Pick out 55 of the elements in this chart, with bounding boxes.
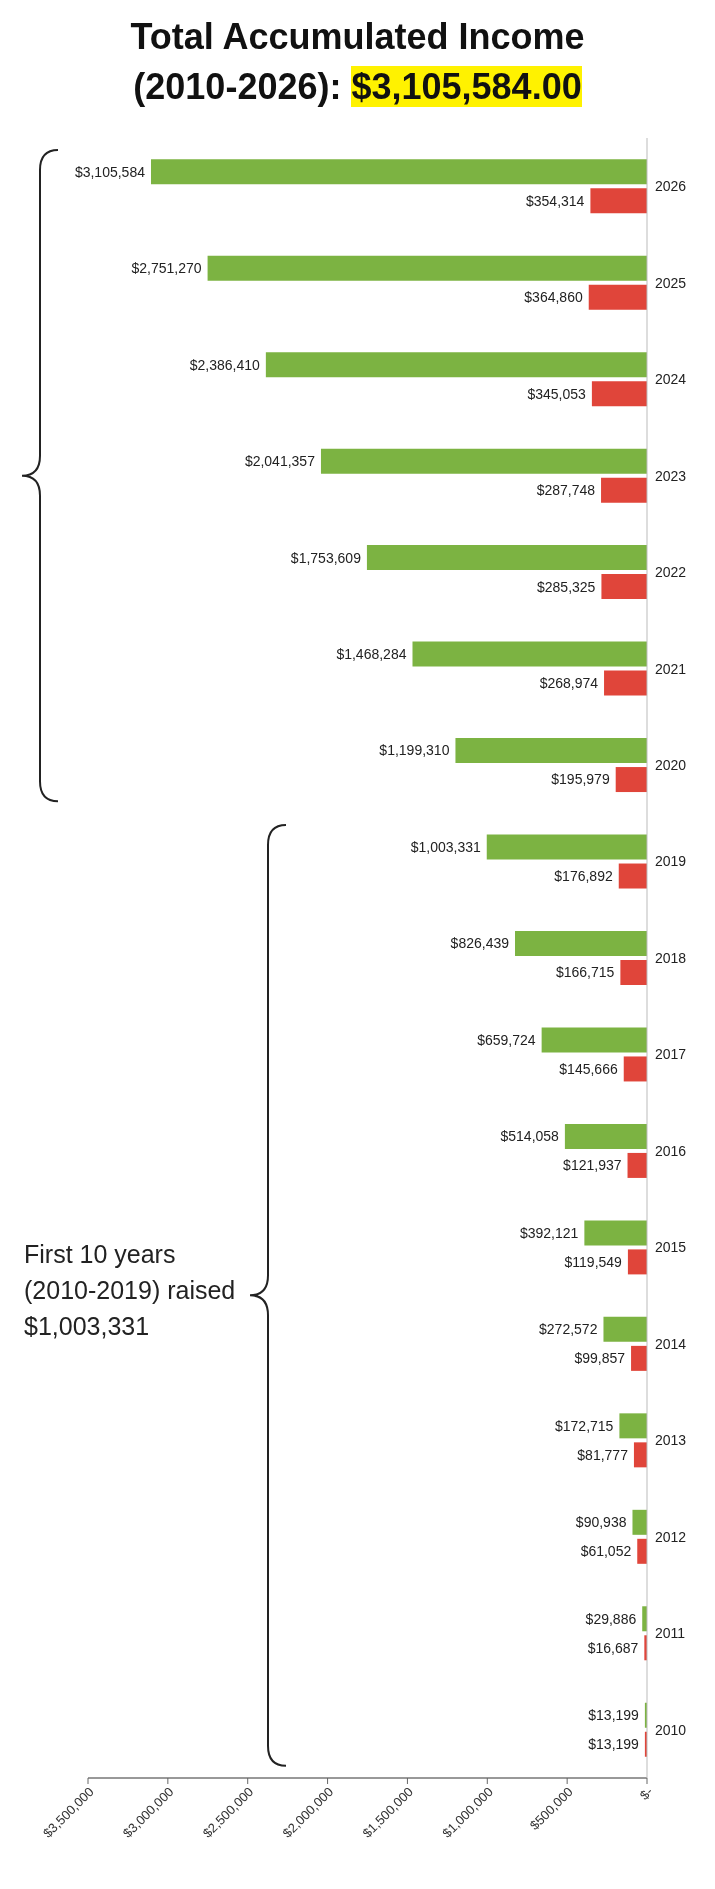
chart-subtitle: (2010-2026): $3,105,584.00 bbox=[133, 66, 582, 107]
y-tick-label: 2014 bbox=[655, 1335, 687, 1352]
data-label: $166,715 bbox=[555, 964, 615, 981]
data-label: $2,386,410 bbox=[189, 356, 261, 373]
y-tick-label: 2021 bbox=[655, 660, 687, 677]
data-label: $345,053 bbox=[527, 385, 587, 402]
y-tick-label: 2023 bbox=[655, 467, 687, 484]
data-label: $364,860 bbox=[524, 289, 583, 306]
y-tick-label: 2010 bbox=[655, 1721, 687, 1738]
data-label: $268,974 bbox=[539, 674, 599, 691]
data-label: $16,687 bbox=[587, 1639, 639, 1656]
y-tick-label: 2020 bbox=[655, 757, 687, 774]
data-label: $13,199 bbox=[588, 1707, 640, 1724]
y-tick-label: 2013 bbox=[655, 1432, 687, 1449]
data-label: $826,439 bbox=[450, 935, 510, 952]
data-label: $119,549 bbox=[564, 1253, 623, 1270]
y-tick-label: 2015 bbox=[655, 1239, 687, 1256]
y-tick-label: 2025 bbox=[655, 274, 687, 291]
data-label: $81,777 bbox=[577, 1446, 629, 1463]
data-label: $61,052 bbox=[580, 1543, 632, 1560]
data-label: $272,572 bbox=[539, 1321, 598, 1338]
data-label: $392,121 bbox=[519, 1224, 579, 1241]
data-label: $285,325 bbox=[537, 578, 596, 595]
data-label: $195,979 bbox=[551, 771, 610, 788]
data-label: $99,857 bbox=[574, 1350, 626, 1367]
y-tick-label: 2018 bbox=[655, 949, 687, 966]
y-tick-label: 2017 bbox=[655, 1046, 687, 1063]
data-label: $1,199,310 bbox=[379, 742, 450, 759]
data-label: $29,886 bbox=[585, 1610, 637, 1627]
data-label: $659,724 bbox=[477, 1031, 536, 1048]
data-label: $287,748 bbox=[536, 482, 596, 499]
data-label: $172,715 bbox=[555, 1417, 614, 1434]
data-label: $2,751,270 bbox=[131, 260, 202, 277]
data-label: $13,199 bbox=[588, 1736, 640, 1753]
data-label: $3,105,584 bbox=[74, 163, 146, 180]
data-label: $1,753,609 bbox=[290, 549, 362, 566]
chart-title: Total Accumulated Income bbox=[129, 16, 586, 58]
y-tick-label: 2016 bbox=[655, 1142, 687, 1159]
data-label: $145,666 bbox=[559, 1060, 618, 1077]
annotation: First 10 years (2010-2019) raised $1,003,331 bbox=[24, 1238, 237, 1342]
data-label: $176,892 bbox=[554, 867, 613, 884]
data-label: $1,003,331 bbox=[410, 838, 481, 855]
y-tick-label: 2024 bbox=[655, 371, 687, 388]
x-tick-label: $- bbox=[636, 1784, 656, 1803]
y-tick-label: 2019 bbox=[655, 853, 687, 870]
data-label: $121,937 bbox=[563, 1157, 622, 1174]
y-tick-label: 2011 bbox=[655, 1625, 686, 1642]
y-tick-label: 2012 bbox=[655, 1528, 687, 1545]
data-label: $354,314 bbox=[526, 192, 585, 209]
data-label: $90,938 bbox=[575, 1514, 627, 1531]
data-label: $2,041,357 bbox=[244, 453, 316, 470]
data-label: $1,468,284 bbox=[336, 645, 407, 662]
y-tick-label: 2026 bbox=[655, 178, 687, 195]
data-label: $514,058 bbox=[500, 1128, 560, 1145]
y-tick-label: 2022 bbox=[655, 564, 687, 581]
